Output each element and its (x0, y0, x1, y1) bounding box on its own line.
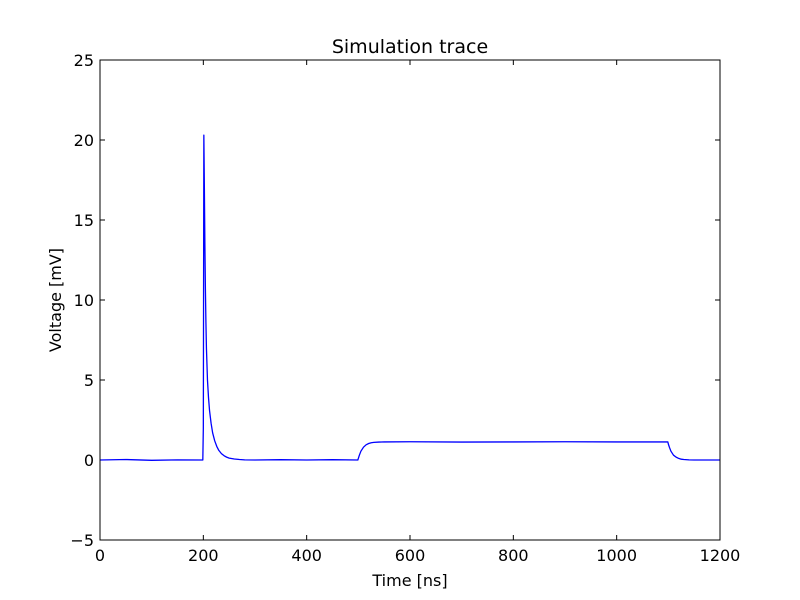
y-axis-ticks: −5 0 5 10 15 20 25 (70, 51, 720, 550)
series-layer (99, 134, 720, 461)
x-tick-label: 200 (188, 546, 219, 565)
y-tick-label: 20 (74, 131, 94, 150)
y-tick-label: 5 (84, 371, 94, 390)
x-tick-label: 600 (395, 546, 426, 565)
x-tick-label: 400 (291, 546, 322, 565)
x-tick-label: 1200 (700, 546, 741, 565)
y-axis-label: Voltage [mV] (46, 248, 65, 352)
y-tick-label: 15 (74, 211, 94, 230)
y-tick-label: −5 (70, 531, 94, 550)
y-tick-label: 25 (74, 51, 94, 70)
x-tick-label: 800 (498, 546, 529, 565)
chart-title: Simulation trace (332, 36, 488, 58)
y-tick-label: 10 (74, 291, 94, 310)
x-tick-label: 1000 (596, 546, 637, 565)
plot-frame (99, 59, 721, 541)
y-tick-label: 0 (84, 451, 94, 470)
x-axis-label: Time [ns] (371, 571, 447, 590)
x-axis-ticks: 0 200 400 600 800 1000 1200 (95, 60, 740, 565)
x-tick-label: 0 (95, 546, 105, 565)
series-line (99, 134, 720, 461)
